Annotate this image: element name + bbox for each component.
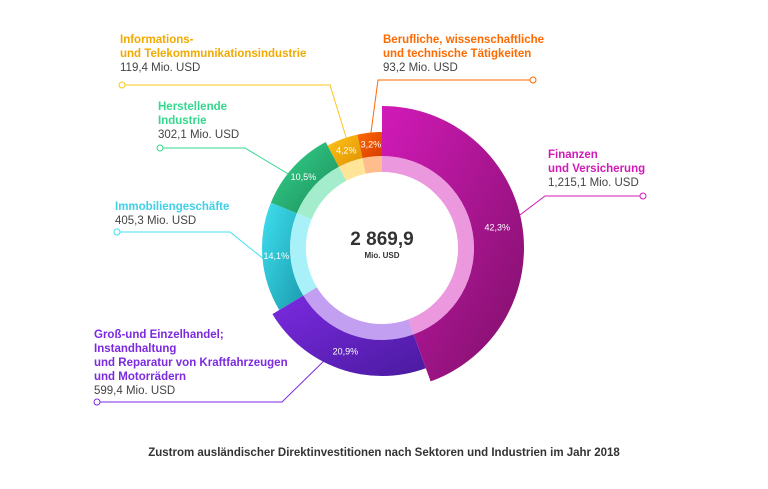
label-value: 93,2 Mio. USD — [383, 62, 458, 74]
label-informations: Informations- und Telekommunikationsindu… — [120, 33, 306, 75]
percent-labels: 42,3% 20,9% 14,1% 10,5% 4,2% 3,2% — [264, 140, 510, 357]
label-value: 405,3 Mio. USD — [115, 215, 197, 227]
leader-dot — [156, 144, 164, 152]
label-name: Herstellende Industrie — [158, 101, 228, 127]
center-total: 2 869,9 Mio. USD — [322, 229, 442, 260]
label-value: 599,4 Mio. USD — [94, 385, 176, 397]
inner-ring-segment — [303, 287, 414, 340]
slice — [270, 142, 339, 214]
leader-dot — [118, 81, 126, 89]
leader-line — [117, 231, 266, 261]
label-name: Finanzen und Versicherung — [548, 149, 646, 175]
percent-label: 10,5% — [291, 172, 317, 182]
slice — [327, 134, 363, 167]
leader-line — [122, 84, 351, 151]
leader-dot — [113, 228, 121, 236]
chart-caption: Zustrom ausländischer Direktinvestitione… — [148, 447, 620, 459]
total-value: 2 869,9 — [350, 229, 414, 250]
label-name: Groß-und Einzelhandel; Instandhaltung un… — [94, 329, 288, 383]
inner-ring-segment — [362, 156, 382, 174]
label-immobilien: Immobiliengeschäfte 405,3 Mio. USD — [115, 200, 229, 228]
percent-label: 4,2% — [336, 145, 357, 155]
label-value: 302,1 Mio. USD — [158, 129, 240, 141]
label-handel: Groß-und Einzelhandel; Instandhaltung un… — [94, 328, 288, 398]
total-unit: Mio. USD — [364, 251, 400, 260]
inner-ring-segment — [290, 213, 317, 296]
percent-label: 20,9% — [333, 347, 359, 357]
slice — [262, 202, 304, 311]
leader-dot — [93, 398, 101, 406]
label-value: 1,215,1 Mio. USD — [548, 177, 639, 189]
inner-ring-segment — [338, 158, 366, 181]
label-berufliche: Berufliche, wissenschaftliche und techni… — [383, 33, 544, 75]
label-name: Immobiliengeschäfte — [115, 201, 230, 213]
percent-label: 42,3% — [484, 223, 510, 233]
leader-lines — [93, 76, 647, 406]
label-value: 119,4 Mio. USD — [120, 62, 201, 74]
percent-label: 14,1% — [264, 251, 290, 261]
label-finanzen: Finanzen und Versicherung 1,215,1 Mio. U… — [548, 148, 645, 190]
inner-ring-segment — [382, 156, 475, 335]
label-herstellende: Herstellende Industrie 302,1 Mio. USD — [158, 100, 239, 142]
leader-line — [160, 147, 291, 176]
leader-dot — [529, 76, 537, 84]
leader-dot — [639, 192, 647, 200]
donut-hole — [306, 172, 458, 324]
leader-line — [97, 354, 331, 403]
label-name: Berufliche, wissenschaftliche und techni… — [383, 34, 545, 60]
inner-ring-segment — [296, 166, 347, 220]
inner-ring — [290, 156, 475, 340]
percent-label: 3,2% — [361, 140, 382, 150]
slice — [272, 295, 426, 376]
label-name: Informations- und Telekommunikationsindu… — [120, 34, 307, 60]
slice — [382, 106, 525, 382]
slices — [262, 106, 525, 382]
leader-line — [369, 79, 533, 141]
slice — [357, 132, 382, 159]
